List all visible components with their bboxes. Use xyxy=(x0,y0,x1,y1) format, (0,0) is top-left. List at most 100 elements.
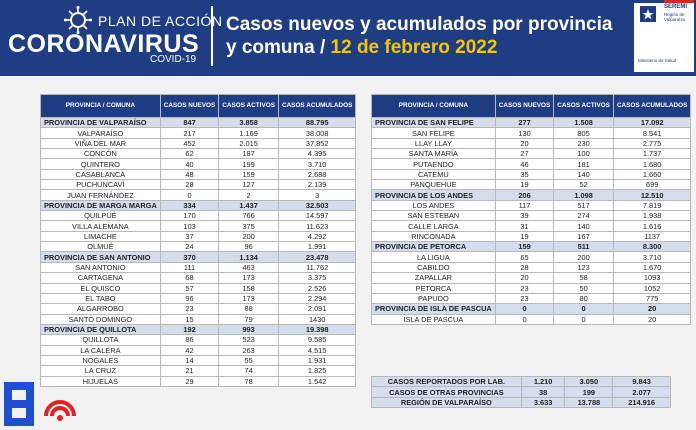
acumulados-cell: 7.819 xyxy=(612,199,692,212)
acumulados-cell: 3.710 xyxy=(612,251,692,263)
nuevos-cell: 130 xyxy=(494,127,555,139)
table-row: CALLE LARGA 31 140 1.616 xyxy=(371,220,692,232)
summary-table: CASOS REPORTADOS POR LAB. 1.210 3.050 9.843… xyxy=(371,375,671,409)
table-row: ZAPALLAR 20 58 1093 xyxy=(371,272,692,284)
nuevos-cell: 23 xyxy=(159,303,220,315)
table-row: SANTA MARÍA 27 100 1.737 xyxy=(371,148,692,160)
table-row: PETORCA 23 50 1052 xyxy=(371,282,692,294)
nuevos-cell: 27 xyxy=(494,148,555,160)
activos-cell: 74 xyxy=(218,365,279,377)
acumulados-cell: 1.938 xyxy=(612,210,692,222)
location-cell: PROVINCIA DE LOS ANDES xyxy=(371,189,496,201)
table-row: VALPARAÍSO 217 1.169 38.008 xyxy=(40,127,357,139)
nuevos-cell: 0 xyxy=(494,303,555,315)
location-cell: CATEMU xyxy=(371,168,496,181)
table-row: EL QUISCO 57 158 2.526 xyxy=(40,282,357,294)
activos-cell: 13.788 xyxy=(564,396,614,409)
acumulados-cell: 20 xyxy=(612,313,692,325)
acumulados-cell: 19.398 xyxy=(277,323,357,336)
activos-cell: 263 xyxy=(218,344,279,356)
table-row: PAPUDO 23 80 775 xyxy=(371,292,692,305)
page-title: Casos nuevos y acumulados por provincia … xyxy=(226,13,612,59)
acumulados-cell: 2.077 xyxy=(612,386,671,398)
virus-icon xyxy=(64,6,92,34)
acumulados-cell: 11.623 xyxy=(277,220,357,232)
activos-cell: 181 xyxy=(553,158,614,170)
table-row: CABILDO 28 123 1.670 xyxy=(371,261,692,274)
col-header-location: PROVINCIA / COMUNA xyxy=(371,94,496,118)
acumulados-cell: 11.762 xyxy=(277,261,357,274)
table-row: QUILLOTA 86 523 9.585 xyxy=(40,334,357,346)
province-row: PROVINCIA DE PETORCA 159 511 8.300 xyxy=(371,241,692,253)
channel-logo xyxy=(4,382,76,426)
acumulados-cell: 1137 xyxy=(612,230,692,243)
acumulados-cell: 37.852 xyxy=(277,137,357,150)
activos-cell: 375 xyxy=(218,220,279,232)
table-row: LA LIGUA 65 200 3.710 xyxy=(371,251,692,263)
location-cell: PUCHUNCAVÍ xyxy=(40,179,161,191)
location-cell: LA CRUZ xyxy=(40,365,161,377)
nuevos-cell: 68 xyxy=(159,272,220,284)
nuevos-cell: 206 xyxy=(494,189,555,201)
location-cell: EL TABO xyxy=(40,292,161,305)
activos-cell: 0 xyxy=(553,303,614,315)
acumulados-cell: 2.091 xyxy=(277,303,357,315)
acumulados-cell: 3.375 xyxy=(277,272,357,284)
activos-cell: 187 xyxy=(218,148,279,160)
activos-cell: 123 xyxy=(553,261,614,274)
right-cases-table: PROVINCIA / COMUNA CASOS NUEVOS CASOS AC… xyxy=(371,94,692,325)
nuevos-cell: 35 xyxy=(494,168,555,181)
acumulados-cell: 214.916 xyxy=(612,396,671,409)
location-cell: SAN ESTEBAN xyxy=(371,210,496,222)
activos-cell: 2 xyxy=(218,189,279,201)
nuevos-cell: 62 xyxy=(159,148,220,160)
table-row: LLAY LLAY 20 230 2.775 xyxy=(371,137,692,150)
activos-cell: 1.134 xyxy=(218,251,279,263)
col-header-activos: CASOS ACTIVOS xyxy=(553,94,614,118)
table-row: LA CRUZ 21 74 1.825 xyxy=(40,365,357,377)
activos-cell: 79 xyxy=(218,313,279,325)
nuevos-cell: 3.633 xyxy=(520,396,566,409)
activos-cell: 1.169 xyxy=(218,127,279,139)
acumulados-cell: 32.503 xyxy=(277,199,357,212)
activos-cell: 50 xyxy=(553,282,614,294)
activos-cell: 511 xyxy=(553,241,614,253)
table-row: HIJUELAS 29 78 1.542 xyxy=(40,375,357,387)
activos-cell: 1.437 xyxy=(218,199,279,212)
table-row: SANTO DOMINGO 15 79 1430 xyxy=(40,313,357,325)
nuevos-cell: 14 xyxy=(159,354,220,367)
table-row: NOGALES 14 55 1.931 xyxy=(40,354,357,367)
table-row: EL TABO 96 173 2.294 xyxy=(40,292,357,305)
table-row: CATEMU 35 140 1.660 xyxy=(371,168,692,181)
table-row: LOS ANDES 117 517 7.819 xyxy=(371,199,692,212)
acumulados-cell: 4.292 xyxy=(277,230,357,243)
nuevos-cell: 334 xyxy=(159,199,220,212)
nuevos-cell: 117 xyxy=(494,199,555,212)
acumulados-cell: 1.825 xyxy=(277,365,357,377)
acumulados-cell: 9.585 xyxy=(277,334,357,346)
table-row: QUILPUÉ 170 766 14.597 xyxy=(40,210,357,222)
nuevos-cell: 0 xyxy=(494,313,555,325)
acumulados-cell: 38.008 xyxy=(277,127,357,139)
coronavirus-wordmark: CORONAVIRUS xyxy=(8,30,200,58)
table-row: SAN FELIPE 130 805 8.541 xyxy=(371,127,692,139)
acumulados-cell: 2.526 xyxy=(277,282,357,294)
activos-cell: 1.098 xyxy=(553,189,614,201)
location-cell: ZAPALLAR xyxy=(371,272,496,284)
province-row: PROVINCIA DE ISLA DE PASCUA 0 0 20 xyxy=(371,303,692,315)
location-cell: PANQUEHUE xyxy=(371,179,496,191)
acumulados-cell: 1.737 xyxy=(612,148,692,160)
table-row: CASABLANCA 48 159 2.688 xyxy=(40,168,357,181)
nuevos-cell: 23 xyxy=(494,282,555,294)
nuevos-cell: 21 xyxy=(159,365,220,377)
acumulados-cell: 9.843 xyxy=(612,375,671,388)
nuevos-cell: 159 xyxy=(494,241,555,253)
table-row: CARTAGENA 68 173 3.375 xyxy=(40,272,357,284)
nuevos-cell: 19 xyxy=(494,179,555,191)
acumulados-cell: 14.597 xyxy=(277,210,357,222)
table-header-row: PROVINCIA / COMUNA CASOS NUEVOS CASOS AC… xyxy=(40,94,357,118)
nuevos-cell: 37 xyxy=(159,230,220,243)
nuevos-cell: 192 xyxy=(159,323,220,336)
acumulados-cell: 1093 xyxy=(612,272,692,284)
table-row: JUAN FERNÁNDEZ 0 2 3 xyxy=(40,189,357,201)
